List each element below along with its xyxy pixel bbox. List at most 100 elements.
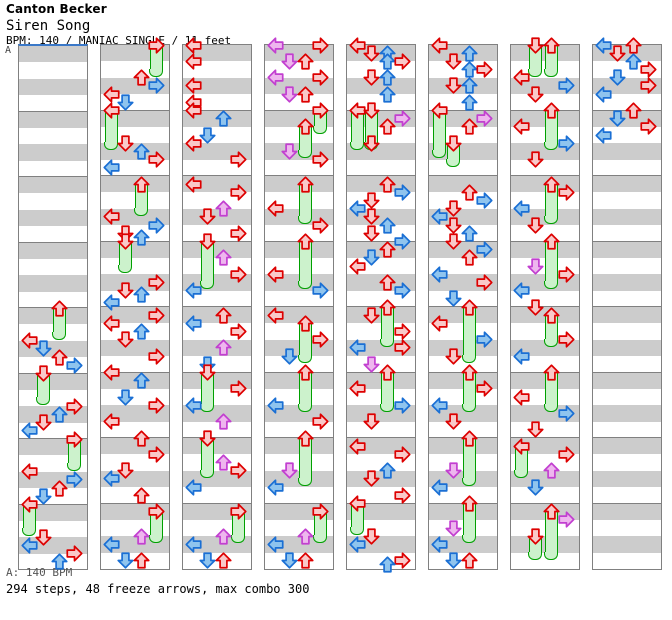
note-arrow-right-icon [557, 405, 575, 422]
note-arrow-left-icon [512, 118, 530, 135]
note-layer [347, 364, 415, 438]
freeze-arrow-tail [350, 527, 364, 536]
freeze-arrow-body [544, 241, 558, 290]
measure [265, 503, 333, 570]
measure [183, 364, 251, 438]
note-layer [101, 233, 169, 311]
note-arrow-up-icon [378, 241, 396, 258]
note-arrow-up-icon [132, 552, 150, 569]
beat-row [593, 208, 661, 226]
freeze-arrow-body [462, 307, 476, 364]
note-arrow-down-icon [526, 36, 544, 54]
note-arrow-right-icon [557, 266, 575, 283]
note-layer [19, 496, 87, 571]
note-layer [19, 243, 87, 308]
freeze-arrow-body [462, 503, 476, 544]
freeze-arrow-body [313, 511, 327, 544]
note-layer [511, 503, 579, 570]
note-arrow-right-icon [475, 241, 493, 258]
chart-column [18, 44, 88, 570]
freeze-arrow-tail [118, 265, 132, 274]
note-arrow-right-icon [393, 552, 411, 569]
note-arrow-right-icon [229, 184, 247, 201]
beat-row [593, 274, 661, 291]
note-arrow-right-icon [229, 323, 247, 340]
measure [101, 307, 169, 373]
note-layer [19, 112, 87, 177]
measure [429, 429, 497, 504]
note-arrow-up-icon [132, 286, 150, 303]
note-arrow-up-icon [460, 184, 478, 201]
note-arrow-right-icon [311, 282, 329, 299]
note-arrow-up-icon [132, 323, 150, 340]
note-arrow-left-icon [184, 77, 202, 95]
note-arrow-left-icon [102, 413, 120, 430]
note-layer [429, 102, 497, 176]
measure [183, 307, 251, 373]
freeze-arrow-tail [462, 535, 476, 544]
note-arrow-up-icon [378, 274, 396, 291]
note-layer [347, 495, 415, 573]
note-arrow-left-icon [594, 86, 612, 103]
note-arrow-right-icon [65, 357, 83, 374]
note-layer [429, 176, 497, 242]
beat-row [593, 339, 661, 357]
note-arrow-left-icon [20, 463, 38, 480]
freeze-arrow-tail [104, 142, 118, 151]
note-arrow-up-icon [378, 118, 396, 135]
beat-row [593, 176, 661, 193]
measure [429, 495, 497, 570]
beat-row [347, 77, 415, 95]
measure [183, 503, 251, 570]
note-arrow-up-icon [214, 528, 232, 545]
beat-row [593, 405, 661, 422]
note-arrow-right-icon [475, 61, 493, 78]
note-layer [429, 233, 497, 307]
beat-row [265, 77, 333, 95]
note-arrow-left-icon [512, 438, 530, 455]
note-arrow-up-icon [214, 200, 232, 217]
note-arrow-right-icon [311, 503, 329, 520]
freeze-arrow-tail [22, 528, 36, 537]
note-arrow-right-icon [229, 151, 247, 168]
note-arrow-down-icon [362, 102, 380, 119]
note-arrow-down-icon [116, 282, 134, 299]
measure [347, 495, 415, 573]
note-arrow-right-icon [475, 331, 493, 348]
freeze-arrow-tail [462, 355, 476, 364]
note-layer [511, 438, 579, 503]
beat-row [183, 241, 251, 258]
note-arrow-down-icon [444, 348, 462, 365]
note-arrow-up-icon [460, 429, 478, 447]
note-arrow-down-icon [526, 86, 544, 103]
measure [511, 102, 579, 176]
note-arrow-left-icon [184, 282, 202, 299]
measure [347, 176, 415, 242]
note-arrow-right-icon [311, 217, 329, 234]
note-arrow-up-icon [542, 503, 560, 520]
freeze-arrow-tail [52, 331, 66, 340]
freeze-arrow-body [22, 504, 36, 537]
note-layer [593, 373, 661, 438]
note-arrow-up-icon [296, 315, 314, 332]
freeze-arrow-tail [200, 281, 214, 290]
note-layer [429, 364, 497, 438]
note-arrow-right-icon [147, 151, 165, 168]
note-arrow-down-icon [34, 488, 52, 505]
measure [511, 233, 579, 307]
section-letter: A [5, 45, 12, 56]
note-arrow-up-icon [542, 307, 560, 324]
note-arrow-left-icon [594, 36, 612, 54]
note-arrow-down-icon [362, 192, 380, 209]
measure [101, 429, 169, 504]
freeze-arrow-tail [528, 68, 542, 77]
note-arrow-up-icon [132, 429, 150, 447]
note-layer [101, 176, 169, 246]
note-arrow-up-icon [460, 118, 478, 135]
note-arrow-down-icon [34, 365, 52, 382]
beat-row [19, 177, 87, 194]
note-arrow-right-icon [311, 36, 329, 54]
note-arrow-up-icon [296, 528, 314, 545]
note-arrow-left-icon [348, 36, 366, 54]
note-arrow-down-icon [444, 552, 462, 569]
